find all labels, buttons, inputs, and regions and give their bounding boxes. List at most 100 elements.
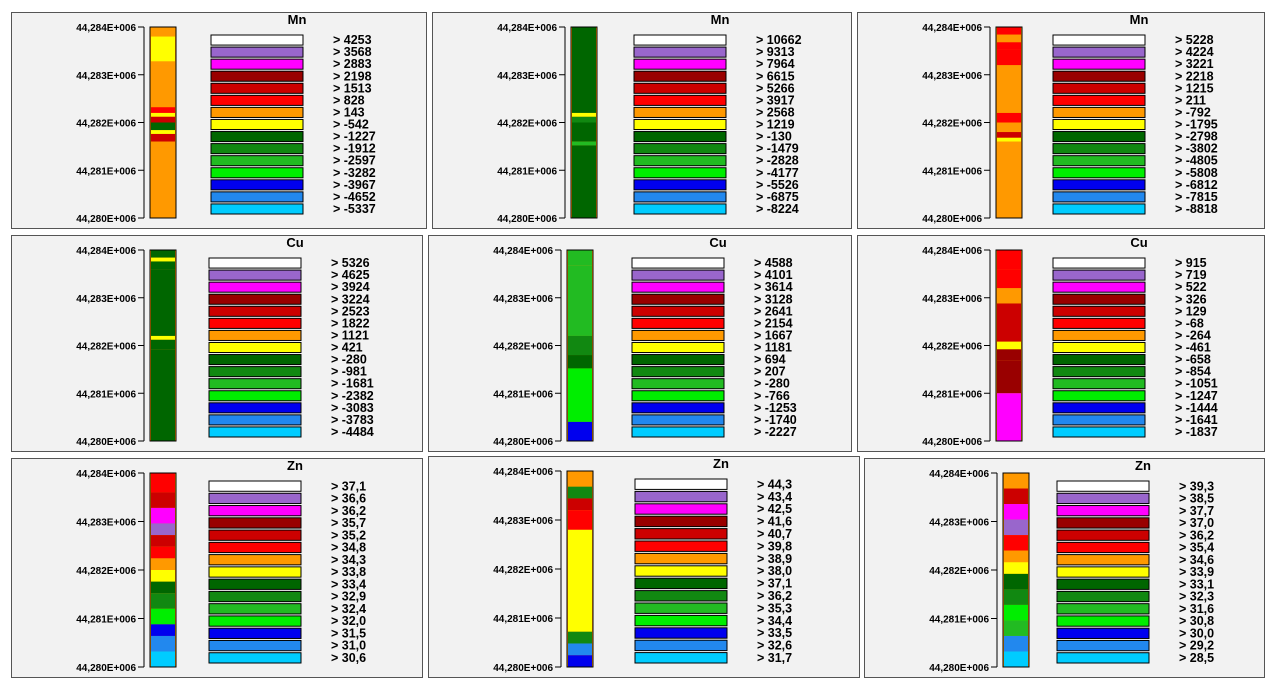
legend-label: > -1444 (1175, 401, 1218, 415)
legend-label: > 2641 (754, 304, 793, 318)
legend-swatch (208, 529, 302, 541)
strip-band (997, 269, 1021, 289)
legend-label: > -264 (1175, 328, 1211, 342)
y-tick-label: 44,283E+006 (76, 294, 136, 305)
panel-svg: Cu 44,284E+006 44,283E+006 44,282E+006 44,28… (922, 236, 1218, 448)
strip-band (151, 147, 175, 218)
legend-label: > 33,9 (1179, 565, 1214, 579)
strip-band (572, 145, 596, 218)
legend-swatch (631, 329, 725, 341)
legend-label: > 35,7 (331, 516, 366, 530)
legend-label: > -1247 (1175, 389, 1218, 403)
strip-band (1004, 573, 1028, 590)
legend-label: > -4805 (1175, 154, 1218, 168)
legend-swatch (208, 341, 302, 354)
legend-swatch (1052, 118, 1146, 131)
legend-swatch (208, 590, 302, 603)
legend-swatch (633, 82, 727, 94)
strip-band (151, 27, 175, 37)
legend-swatch (631, 366, 725, 378)
legend-label: > 2154 (754, 316, 793, 330)
strip-band (1004, 535, 1028, 551)
legend-label: > 6615 (756, 69, 795, 83)
y-tick-label: 44,281E+006 (922, 389, 982, 400)
chart-title: Zn (1135, 459, 1151, 473)
legend-label: > -130 (756, 130, 792, 144)
legend-swatch (633, 70, 727, 82)
legend-swatch (1052, 155, 1146, 167)
y-tick-label: 44,284E+006 (76, 246, 136, 257)
legend-swatch (210, 46, 304, 58)
strip-outline (995, 249, 1023, 442)
legend-swatch (1052, 58, 1146, 70)
legend-label: > -68 (1175, 316, 1204, 330)
legend-swatch (208, 378, 302, 390)
legend-label: > 1219 (756, 118, 795, 132)
strip-band (1004, 620, 1028, 636)
legend-swatch (634, 565, 728, 577)
strip-band (151, 349, 175, 441)
strip-band (997, 42, 1021, 50)
legend-swatch (1052, 34, 1146, 46)
legend-swatch (1052, 329, 1146, 341)
legend-swatch (210, 143, 304, 155)
strip-band (151, 65, 175, 108)
legend-swatch (208, 281, 302, 293)
legend-label: > 37,0 (1179, 516, 1214, 530)
legend-swatch (208, 305, 302, 317)
legend-swatch (633, 167, 727, 179)
legend-label: > 3917 (756, 93, 795, 107)
legend-swatch (208, 627, 302, 639)
legend-label: > 3221 (1175, 57, 1214, 71)
strip-band (568, 421, 592, 441)
legend-swatch (1056, 517, 1150, 529)
legend-label: > -4484 (331, 425, 374, 439)
legend-swatch (208, 652, 302, 664)
y-tick-label: 44,284E+006 (493, 467, 553, 478)
legend-swatch (1052, 281, 1146, 293)
legend-label: > 5228 (1175, 33, 1214, 47)
strip-outline (149, 249, 177, 442)
strip-band (151, 339, 175, 350)
legend-swatch (208, 578, 302, 590)
legend-label: > 33,1 (1179, 577, 1214, 591)
y-tick-label: 44,282E+006 (76, 342, 136, 353)
legend-swatch (634, 552, 728, 565)
legend-swatch (208, 329, 302, 341)
legend-swatch (634, 503, 728, 515)
legend-label: > 1667 (754, 328, 793, 342)
legend-label: > 30,6 (331, 651, 366, 665)
legend-swatch (208, 257, 302, 269)
legend-swatch (631, 390, 725, 402)
legend-swatch (633, 106, 727, 118)
y-tick-label: 44,281E+006 (493, 614, 553, 625)
strip-band (997, 65, 1021, 113)
legend-swatch (208, 566, 302, 578)
legend-swatch (1052, 402, 1146, 414)
strip-band (568, 368, 592, 422)
legend-label: > 2218 (1175, 69, 1214, 83)
strip-band (151, 558, 175, 570)
y-tick-label: 44,283E+006 (929, 518, 989, 529)
legend-swatch (634, 490, 728, 503)
legend-swatch (210, 191, 304, 203)
y-tick-label: 44,280E+006 (493, 663, 553, 674)
y-tick-label: 44,281E+006 (493, 389, 553, 400)
legend-swatch (1052, 426, 1146, 438)
legend-swatch (633, 34, 727, 46)
legend-label: > 30,0 (1179, 626, 1214, 640)
legend-swatch (208, 354, 302, 366)
legend-label: > 41,6 (757, 515, 792, 529)
legend-swatch (634, 602, 728, 614)
y-tick-label: 44,281E+006 (922, 166, 982, 177)
legend-label: > 33,5 (757, 626, 792, 640)
y-tick-label: 44,281E+006 (76, 615, 136, 626)
legend-swatch (631, 354, 725, 366)
legend-label: > -981 (331, 365, 367, 379)
legend-swatch (208, 293, 302, 305)
legend-label: > 36,2 (757, 589, 792, 603)
legend-label: > 1513 (333, 81, 372, 95)
legend-swatch (631, 269, 725, 281)
y-tick-label: 44,282E+006 (929, 566, 989, 577)
legend-label: > 28,5 (1179, 651, 1214, 665)
